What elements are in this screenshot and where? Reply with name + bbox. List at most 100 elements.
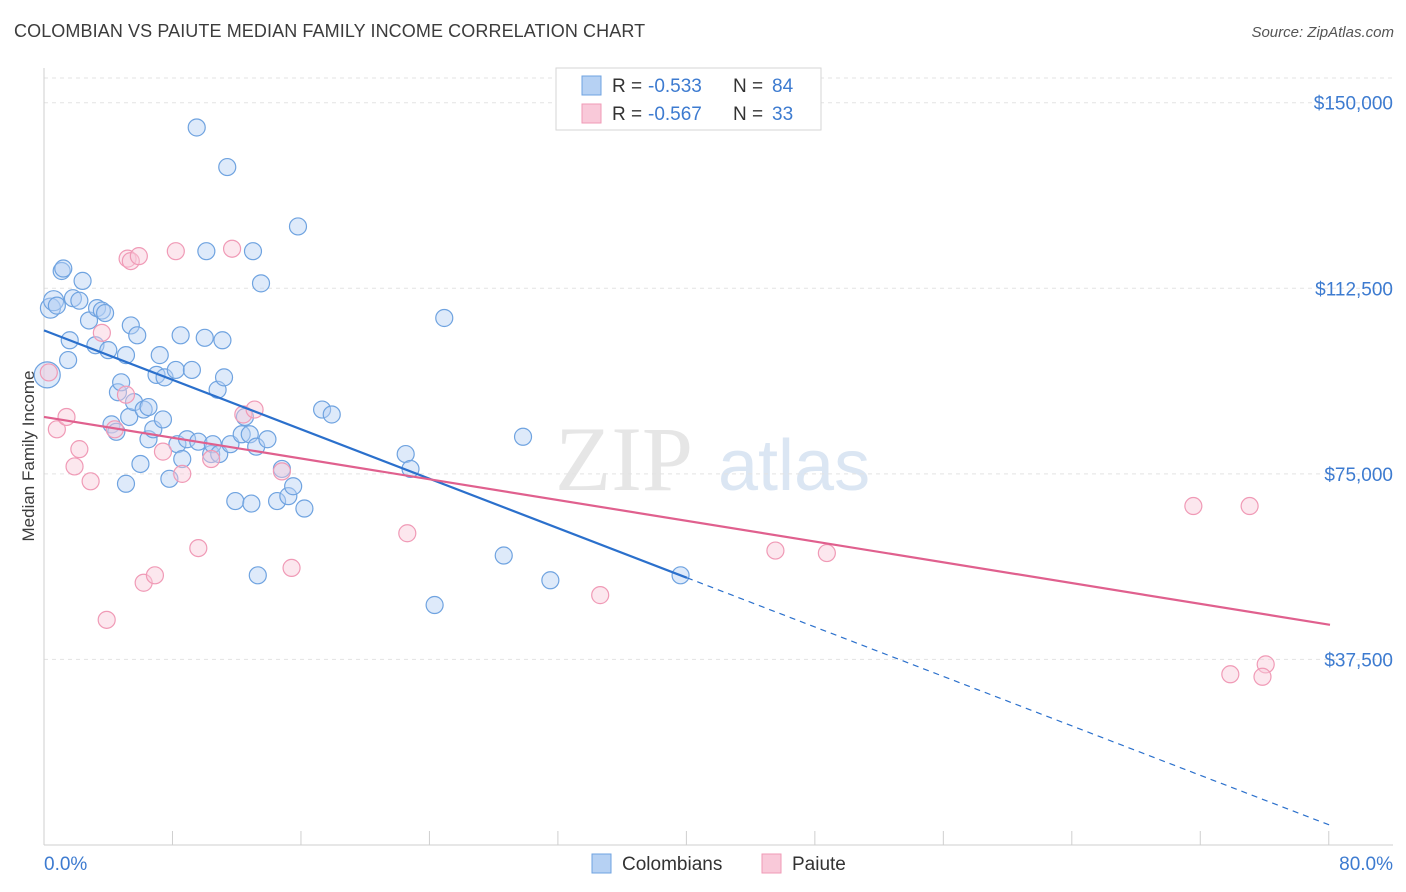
colombians-point — [295, 499, 314, 518]
paiute-point — [65, 457, 84, 476]
paiute-point — [222, 239, 242, 258]
colombians-trend-line — [43, 329, 688, 579]
paiute-point — [817, 543, 836, 563]
colombians-point — [195, 328, 214, 347]
paiute-point — [116, 385, 136, 404]
colombians-point — [218, 157, 237, 177]
colombians-point — [134, 400, 153, 419]
colombians-point — [171, 326, 190, 345]
stats-r-value-paiute: -0.567 — [648, 104, 702, 125]
paiute-point — [134, 573, 153, 592]
paiute-point — [153, 442, 173, 461]
colombians-point — [153, 410, 173, 429]
paiute-point — [591, 586, 610, 605]
colombians-point — [226, 491, 245, 511]
watermark-atlas: atlas — [718, 426, 870, 506]
colombians-point — [214, 368, 234, 387]
paiute-point — [1240, 496, 1259, 516]
stats-n-label-paiute: N = — [733, 104, 763, 125]
stats-legend: R = -0.533 N = 84 R = -0.567 N = 33 — [555, 67, 822, 131]
paiute-point — [145, 566, 165, 585]
paiute-point — [202, 449, 221, 469]
paiute-point — [70, 440, 89, 459]
paiute-point — [39, 363, 58, 382]
paiute-point — [166, 242, 185, 261]
paiute-point — [1221, 665, 1240, 684]
legend-swatch-colombians — [591, 853, 612, 874]
colombians-point — [197, 242, 216, 261]
colombians-point — [258, 430, 277, 449]
watermark: ZIP atlas — [555, 408, 870, 510]
colombians-point — [47, 296, 66, 315]
y-tick-label: $75,000 — [1324, 465, 1393, 486]
paiute-point — [272, 462, 292, 481]
colombians-point — [70, 291, 89, 310]
stats-n-value-colombians: 84 — [772, 76, 794, 97]
paiute-point — [92, 323, 111, 342]
colombians-point — [187, 118, 206, 137]
colombians-point — [166, 360, 185, 380]
paiute-point — [189, 538, 208, 558]
paiute-point — [57, 407, 76, 427]
colombians-point — [150, 346, 169, 365]
colombians-point — [435, 308, 454, 328]
trend-lines — [43, 329, 1331, 826]
stats-r-value-colombians: -0.533 — [648, 76, 702, 97]
colombians-point — [425, 595, 444, 615]
stats-r-label-colombians: R = — [612, 76, 642, 97]
y-tick-label: $150,000 — [1314, 94, 1393, 115]
x-tick-label-max: 80.0% — [1339, 854, 1393, 875]
colombians-point — [513, 427, 533, 446]
colombians-point — [213, 331, 232, 350]
colombians-point — [182, 360, 201, 380]
paiute-trend-line — [43, 415, 1331, 626]
colombians-point — [494, 546, 513, 565]
paiute-point — [47, 420, 66, 439]
stats-swatch-paiute — [581, 103, 602, 124]
colombians-point — [312, 400, 332, 419]
colombians-point — [541, 571, 560, 590]
paiute-points — [39, 239, 1275, 686]
colombians-point — [73, 271, 92, 290]
colombians-point — [173, 449, 192, 469]
paiute-point — [282, 558, 301, 577]
stats-r-label-paiute: R = — [612, 104, 642, 125]
legend-label-colombians: Colombians — [622, 854, 722, 875]
legend-swatch-paiute — [761, 853, 782, 874]
paiute-point — [1253, 667, 1272, 686]
watermark-zip: ZIP — [555, 408, 693, 510]
stats-n-label-colombians: N = — [733, 76, 763, 97]
paiute-point — [766, 541, 785, 560]
colombians-point — [284, 477, 303, 496]
colombians-point — [288, 217, 308, 236]
colombians-trend-extension — [686, 577, 1331, 826]
colombians-point — [322, 405, 341, 424]
colombians-point — [121, 316, 140, 335]
source-note: Source: ZipAtlas.com — [1251, 24, 1394, 41]
colombians-point — [92, 301, 111, 320]
paiute-point — [129, 247, 148, 266]
colombians-point — [243, 242, 263, 261]
legend-label-paiute: Paiute — [792, 854, 846, 875]
colombians-point — [116, 474, 136, 493]
colombians-point — [54, 259, 73, 278]
y-axis-label: Median Family Income — [19, 370, 38, 541]
y-tick-labels: $37,500 $75,000 $112,500 $150,000 — [1314, 94, 1393, 672]
colombians-point — [251, 274, 271, 293]
paiute-point — [398, 524, 417, 543]
y-tick-label: $37,500 — [1324, 650, 1393, 671]
colombians-point — [248, 566, 267, 585]
gridlines — [44, 77, 1393, 660]
colombians-point — [267, 491, 287, 511]
paiute-point — [173, 464, 192, 483]
colombians-point — [139, 397, 158, 417]
axes — [43, 68, 1393, 846]
series-legend: Colombians Paiute — [591, 853, 846, 875]
x-tick-label-min: 0.0% — [44, 854, 87, 875]
colombians-point — [279, 487, 298, 506]
paiute-point — [1184, 496, 1203, 516]
y-tick-label: $112,500 — [1315, 279, 1393, 300]
paiute-point — [118, 249, 137, 268]
colombians-point — [131, 454, 150, 474]
